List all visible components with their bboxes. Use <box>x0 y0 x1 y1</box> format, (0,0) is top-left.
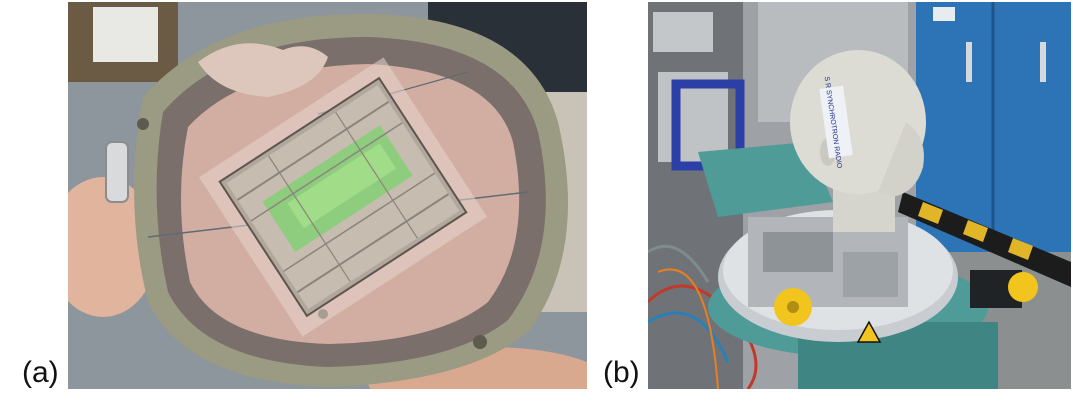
phantom-plate-photo <box>68 2 587 389</box>
panel-label-b: (b) <box>603 356 640 389</box>
head-phantom-setup-photo: S R SYNCHROTRON RADIO <box>648 2 1071 389</box>
panel-label-a: (a) <box>22 356 59 389</box>
